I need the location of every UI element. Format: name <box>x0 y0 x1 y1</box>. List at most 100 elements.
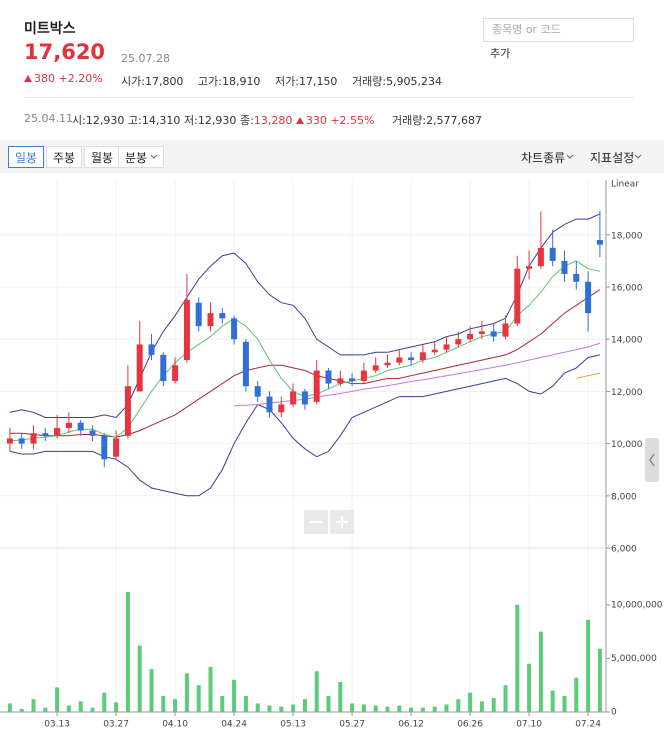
period-button[interactable]: 주봉 <box>46 146 83 168</box>
y-tick-label: 16,000 <box>611 284 643 294</box>
volume-bar <box>196 685 201 712</box>
candle-body <box>290 391 297 405</box>
stat: 시가:17,800 <box>121 75 184 88</box>
y-tick-label: 10,000,000 <box>611 600 663 610</box>
x-tick-label: 04.10 <box>162 720 188 730</box>
volume-bar <box>114 702 119 712</box>
compare-date: 25.04.11 <box>24 112 73 125</box>
candle-body <box>396 357 403 363</box>
candle-body <box>89 430 96 436</box>
candle-body <box>467 333 474 340</box>
candle-body <box>384 362 391 366</box>
volume-bar <box>43 707 48 712</box>
x-tick-label: 06.26 <box>457 720 483 730</box>
x-tick-label: 04.24 <box>221 720 247 730</box>
candle-body <box>195 302 202 327</box>
change-pct: +2.20% <box>58 72 103 85</box>
candle-body <box>219 313 226 319</box>
candle-body <box>372 365 379 371</box>
candle-body <box>30 433 37 444</box>
candle-body <box>502 323 509 337</box>
y-tick-label: 14,000 <box>611 336 643 346</box>
indicator-line <box>9 289 601 438</box>
candle-body <box>231 318 238 340</box>
candle-body <box>585 281 592 314</box>
y-tick-label: 6,000 <box>611 545 637 555</box>
volume-bar <box>373 705 378 712</box>
compare-change: 330 <box>305 114 327 127</box>
stock-name: 미트박스 <box>24 21 76 37</box>
volume-bar <box>125 591 130 712</box>
candle-body <box>360 370 367 381</box>
chart-type-button[interactable]: 차트종류 <box>521 151 566 165</box>
volume-bar <box>527 663 532 712</box>
volume-bar <box>361 704 366 712</box>
volume-bar <box>255 703 260 712</box>
candle-body <box>478 331 485 334</box>
candle-body <box>596 240 603 245</box>
change: 380 +2.20% <box>24 72 103 85</box>
volume-bar <box>19 708 24 712</box>
candle-body <box>431 349 438 353</box>
candle-body <box>18 438 25 444</box>
period-button[interactable]: 월봉 <box>84 146 121 168</box>
divider <box>24 97 634 98</box>
volume-bar <box>291 704 296 712</box>
y-tick-label: 0 <box>611 708 617 718</box>
volume-bar <box>550 690 555 712</box>
period-button[interactable]: 분봉 <box>118 146 165 168</box>
indicator-line <box>576 372 601 379</box>
compare-pct: +2.55% <box>330 114 375 127</box>
compare-stat: 고:14,310 <box>128 114 181 127</box>
volume-bar <box>7 703 12 712</box>
scale-label: Linear <box>611 180 639 190</box>
x-tick-label: 03.27 <box>103 720 129 730</box>
volume-bar <box>267 705 272 712</box>
candle-body <box>183 300 190 361</box>
side-tab[interactable] <box>645 438 659 482</box>
candle-body <box>561 260 568 274</box>
volume-bar <box>184 673 189 712</box>
candle-body <box>313 370 320 402</box>
compare-volume: 거래량:2,577,687 <box>392 114 483 127</box>
indicator-button[interactable]: 지표설정 <box>590 151 635 165</box>
candle-body <box>42 433 49 436</box>
y-tick-label: 18,000 <box>611 231 643 241</box>
volume-bar <box>208 666 213 712</box>
volume-bar <box>220 695 225 712</box>
dropdown-icon <box>150 154 158 159</box>
add-button[interactable]: 추가 <box>490 47 511 60</box>
volume-bar <box>90 707 95 712</box>
candle-body <box>337 378 344 384</box>
y-tick-label: 10,000 <box>611 440 643 450</box>
candle-body <box>549 247 556 261</box>
candle-body <box>349 378 356 381</box>
candle-body <box>6 438 13 444</box>
zoom-icons <box>310 516 348 528</box>
candle-body <box>537 247 544 267</box>
change-value: 380 <box>34 72 55 85</box>
period-button[interactable]: 일봉 <box>8 146 45 168</box>
candle-body <box>136 344 143 392</box>
x-tick-label: 07.24 <box>575 720 601 730</box>
price: 17,620 <box>24 40 106 64</box>
candle-body <box>242 341 249 387</box>
volume-bar <box>562 695 567 712</box>
search-input[interactable]: 종목명 or 코드 <box>483 18 634 42</box>
volume-bar <box>66 705 71 712</box>
side-tab-icon <box>649 453 655 467</box>
stat: 거래량:5,905,234 <box>352 75 443 88</box>
y-tick-label: 8,000 <box>611 492 637 502</box>
dropdown-icon <box>634 154 642 159</box>
volume-bar <box>232 679 237 712</box>
volume-bar <box>326 695 331 712</box>
volume-bar <box>574 677 579 712</box>
volume-bar <box>385 706 390 712</box>
candle-body <box>266 396 273 413</box>
volume-bar <box>597 648 602 712</box>
stat: 고가:18,910 <box>198 75 261 88</box>
candle-body <box>254 386 261 397</box>
compare-close: 종:13,280 330 +2.55% <box>240 112 375 128</box>
